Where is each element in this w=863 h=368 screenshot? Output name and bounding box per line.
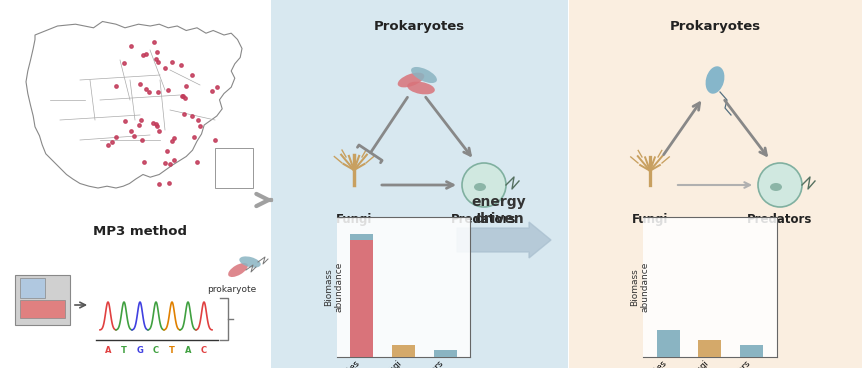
Text: Predators: Predators [451, 213, 517, 226]
Text: A: A [104, 346, 111, 355]
Point [105, 139, 119, 145]
Point [158, 65, 172, 71]
Ellipse shape [228, 263, 248, 277]
Point [165, 138, 179, 144]
Point [160, 148, 173, 153]
Point [192, 123, 206, 129]
Bar [20, 300, 65, 318]
Point [150, 123, 164, 129]
Text: G: G [136, 346, 143, 355]
Point [167, 135, 181, 141]
Text: C: C [153, 346, 159, 355]
Point [179, 95, 192, 101]
Ellipse shape [239, 256, 261, 268]
Point [110, 83, 123, 89]
Point [175, 93, 189, 99]
Text: Predators: Predators [747, 213, 813, 226]
Bar [215, 148, 253, 188]
Point [134, 117, 148, 123]
Point [124, 43, 138, 49]
Point [135, 137, 149, 143]
Point [101, 142, 115, 148]
Text: energy: energy [472, 195, 526, 209]
Bar [15, 275, 70, 325]
Point [147, 39, 161, 45]
Polygon shape [26, 21, 242, 188]
Point [150, 49, 164, 55]
Point [140, 51, 154, 57]
Point [158, 160, 172, 166]
Point [152, 181, 166, 187]
Point [161, 87, 174, 93]
Ellipse shape [770, 183, 782, 191]
Point [190, 159, 204, 165]
Point [167, 157, 180, 163]
Text: C: C [201, 346, 207, 355]
Bar [350, 234, 373, 240]
Point [191, 117, 205, 123]
Circle shape [758, 163, 802, 207]
Point [174, 62, 188, 68]
Bar [392, 345, 415, 357]
Point [176, 93, 190, 99]
Bar [20, 278, 45, 298]
Text: driven: driven [474, 212, 524, 226]
Text: T: T [121, 346, 127, 355]
Bar [569, 0, 862, 368]
Point [179, 83, 192, 89]
Text: Prokaryotes: Prokaryotes [374, 20, 464, 33]
Point [163, 161, 177, 167]
Point [117, 118, 131, 124]
Polygon shape [457, 222, 551, 258]
Circle shape [462, 163, 506, 207]
Point [132, 122, 146, 128]
Point [187, 134, 201, 140]
Text: Fungi: Fungi [632, 213, 668, 226]
Point [208, 137, 222, 143]
Text: Fungi: Fungi [336, 213, 372, 226]
Bar [740, 345, 763, 357]
Point [146, 120, 160, 126]
Point [123, 128, 137, 134]
Text: T: T [169, 346, 175, 355]
Text: MP3 method: MP3 method [93, 225, 187, 238]
Point [149, 121, 163, 127]
Bar [434, 350, 457, 357]
Point [127, 133, 141, 139]
Point [149, 56, 163, 62]
Point [151, 59, 165, 65]
Point [136, 159, 150, 165]
Point [210, 84, 224, 90]
Y-axis label: Biomass
abundance: Biomass abundance [631, 262, 650, 312]
Text: A: A [185, 346, 192, 355]
Point [186, 72, 199, 78]
Point [139, 86, 153, 92]
Point [152, 128, 166, 134]
Text: prokaryote: prokaryote [207, 285, 256, 294]
Bar [698, 340, 721, 357]
Y-axis label: Biomass
abundance: Biomass abundance [324, 262, 343, 312]
Ellipse shape [706, 66, 724, 94]
Bar [657, 330, 679, 357]
Point [136, 52, 150, 58]
Ellipse shape [411, 67, 437, 83]
Point [133, 81, 147, 87]
Bar [350, 234, 373, 357]
Point [185, 113, 198, 118]
Point [162, 180, 176, 186]
Point [117, 60, 130, 66]
Point [165, 59, 179, 65]
Point [142, 89, 155, 95]
Point [109, 134, 123, 139]
Ellipse shape [398, 72, 425, 87]
Bar [271, 0, 568, 368]
Point [205, 88, 218, 94]
Ellipse shape [407, 82, 435, 94]
Point [177, 112, 191, 117]
Text: Prokaryotes: Prokaryotes [670, 20, 760, 33]
Point [151, 89, 165, 95]
Ellipse shape [474, 183, 486, 191]
